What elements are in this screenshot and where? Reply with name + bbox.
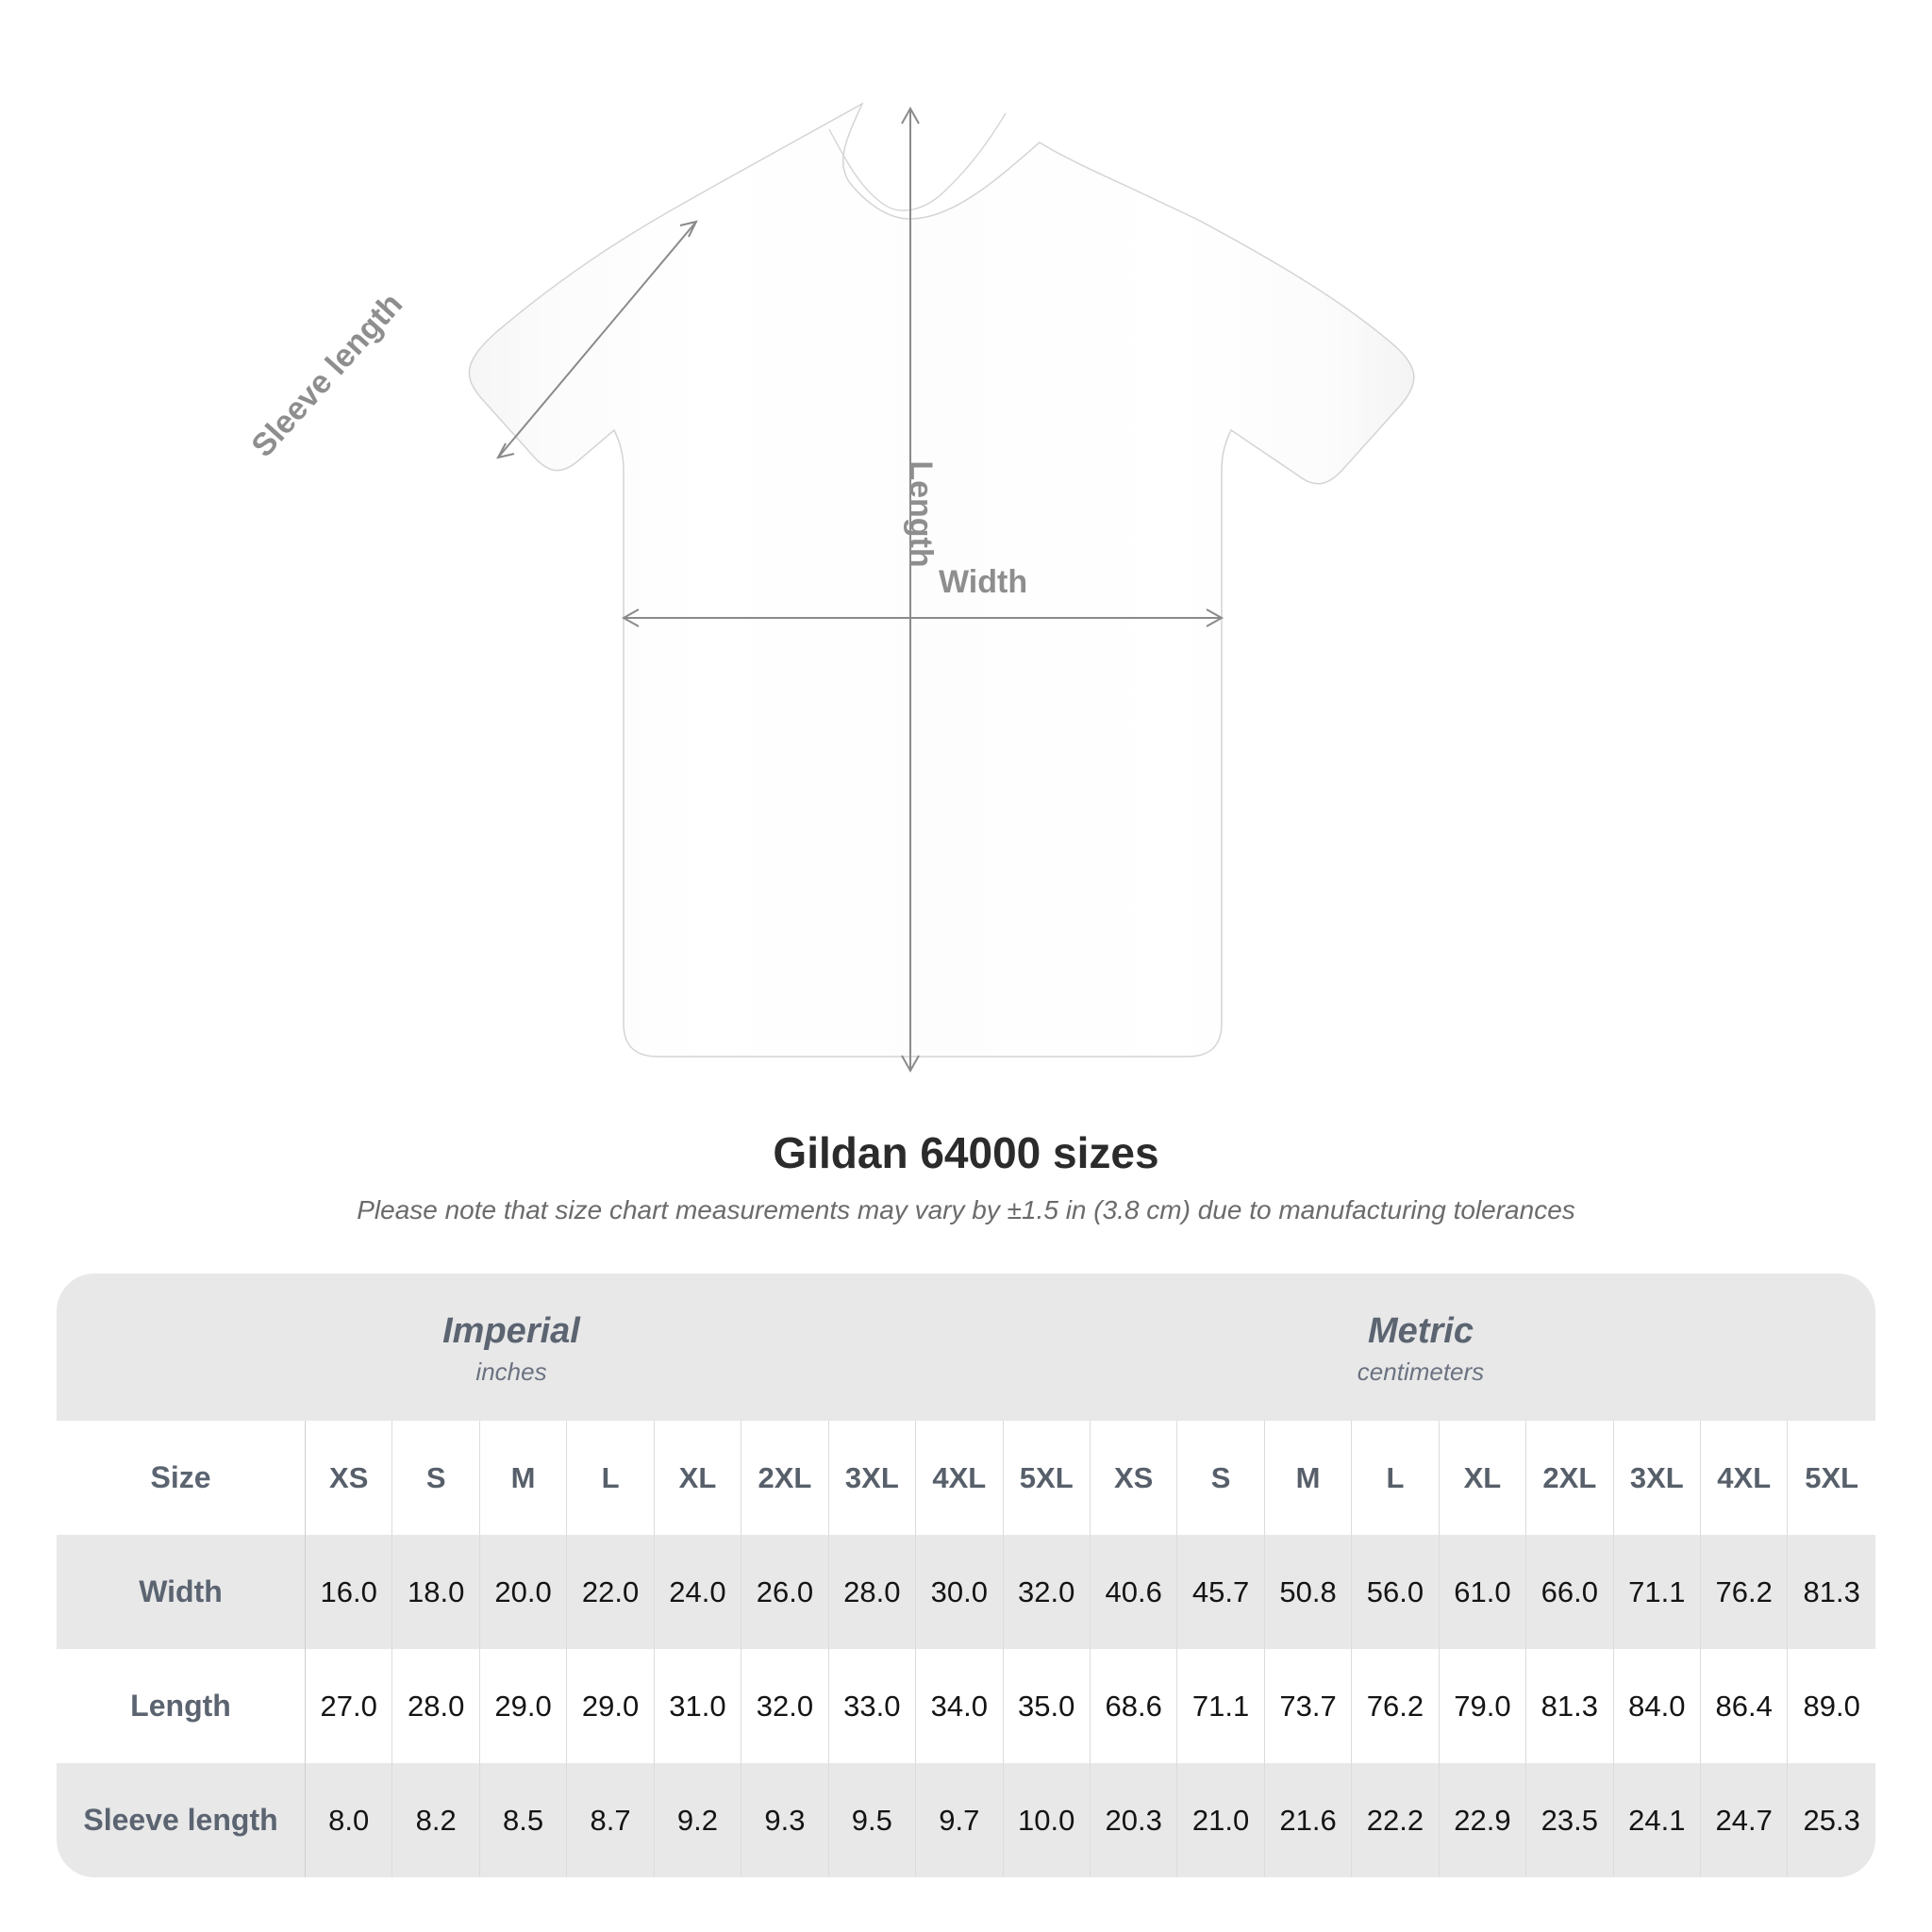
svg-text:Length: Length: [903, 460, 939, 567]
svg-text:Sleeve length: Sleeve length: [244, 286, 409, 463]
svg-text:Width: Width: [939, 564, 1027, 600]
